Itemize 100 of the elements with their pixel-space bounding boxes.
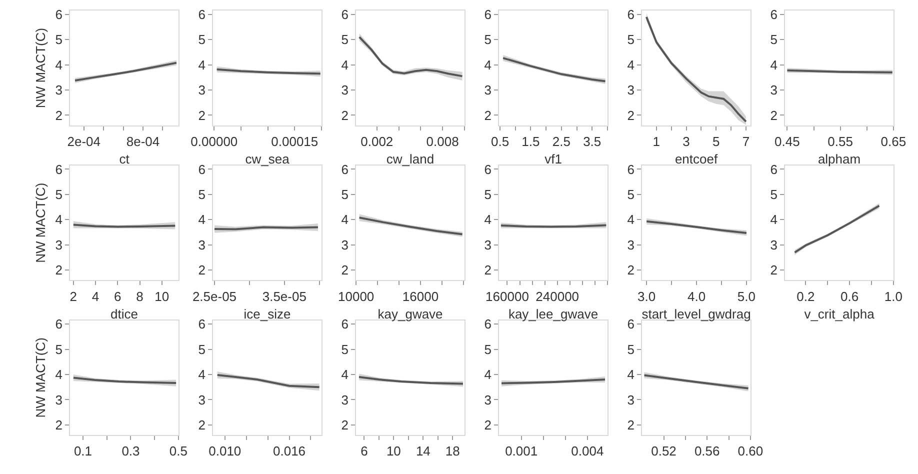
x-axis-title: cw_sea bbox=[245, 152, 290, 167]
y-tick-label: 5 bbox=[627, 187, 634, 202]
x-tick-label: 0.60 bbox=[738, 444, 764, 459]
x-tick-label: 0.016 bbox=[273, 444, 306, 459]
y-tick-label: 3 bbox=[55, 392, 62, 408]
y-tick-label: 2 bbox=[198, 417, 206, 432]
line-series bbox=[358, 376, 464, 385]
y-tick-label: 6 bbox=[484, 316, 492, 332]
y-tick-label: 5 bbox=[627, 342, 634, 357]
y-tick-label: 4 bbox=[770, 57, 778, 72]
x-tick-label: 1.5 bbox=[522, 134, 540, 149]
x-tick-label: 6 bbox=[360, 444, 368, 459]
x-tick-label: 3 bbox=[682, 134, 690, 149]
y-tick-label: 3 bbox=[627, 392, 634, 408]
y-tick-label: 6 bbox=[198, 162, 206, 177]
x-tick-label: 14 bbox=[416, 444, 430, 459]
y-tick-label: 4 bbox=[198, 57, 206, 72]
y-tick-label: 2 bbox=[55, 108, 62, 123]
y-tick-label: 6 bbox=[770, 6, 778, 22]
y-tick-label: 5 bbox=[484, 32, 492, 48]
y-tick-label: 2 bbox=[341, 262, 348, 278]
y-tick-label: 4 bbox=[55, 367, 62, 382]
y-tick-label: 6 bbox=[55, 6, 62, 22]
x-tick-label: 0.00015 bbox=[271, 134, 318, 149]
y-tick-label: 5 bbox=[55, 342, 62, 357]
x-tick-label: 3.5 bbox=[583, 134, 602, 149]
x-tick-label: 0.3 bbox=[122, 444, 140, 459]
y-tick-label: 6 bbox=[198, 6, 206, 22]
y-tick-label: 4 bbox=[341, 367, 348, 382]
y-tick-label: 4 bbox=[770, 212, 778, 228]
x-axis-title: vf1 bbox=[544, 152, 562, 167]
x-tick-label: 6 bbox=[114, 288, 122, 304]
y-tick-label: 4 bbox=[484, 212, 492, 228]
y-tick-label: 2 bbox=[627, 417, 634, 432]
y-tick-label: 5 bbox=[484, 342, 492, 357]
x-tick-label: 0.1 bbox=[74, 444, 92, 459]
y-tick-label: 2 bbox=[341, 417, 348, 432]
x-tick-label: 0.002 bbox=[360, 134, 394, 149]
x-tick-label: 4 bbox=[92, 288, 100, 304]
y-tick-label: 3 bbox=[484, 237, 492, 252]
y-tick-label: 2 bbox=[341, 108, 348, 123]
y-tick-label: 5 bbox=[484, 187, 492, 202]
y-tick-label: 6 bbox=[341, 6, 348, 22]
y-tick-label: 4 bbox=[55, 57, 62, 72]
x-tick-label: 7 bbox=[742, 134, 750, 149]
y-tick-label: 5 bbox=[55, 187, 62, 202]
y-tick-label: 2 bbox=[55, 262, 62, 278]
x-tick-label: 3.0 bbox=[638, 288, 656, 304]
x-axis-title: dtice bbox=[110, 306, 138, 322]
y-tick-label: 3 bbox=[55, 82, 62, 98]
y-axis-title: NW MACT(C) bbox=[33, 28, 48, 108]
x-tick-label: 1 bbox=[652, 134, 660, 149]
x-tick-label: 0.52 bbox=[651, 444, 676, 459]
y-tick-label: 3 bbox=[627, 237, 634, 252]
x-tick-label: 0.010 bbox=[208, 444, 242, 459]
x-tick-label: 4.0 bbox=[687, 288, 706, 304]
y-tick-label: 2 bbox=[770, 262, 778, 278]
x-axis-title: ice_size bbox=[244, 306, 291, 322]
y-tick-label: 6 bbox=[627, 6, 634, 22]
x-tick-label: 2 bbox=[70, 288, 78, 304]
x-tick-label: 0.5 bbox=[490, 134, 510, 149]
y-tick-label: 4 bbox=[627, 367, 634, 382]
x-tick-label: 16000 bbox=[402, 288, 439, 304]
y-tick-label: 2 bbox=[198, 108, 206, 123]
x-tick-label: 0.001 bbox=[505, 444, 538, 459]
y-tick-label: 3 bbox=[484, 392, 492, 408]
y-tick-label: 4 bbox=[484, 57, 492, 72]
x-tick-label: 18 bbox=[445, 444, 460, 459]
y-tick-label: 3 bbox=[627, 82, 634, 98]
x-tick-label: 5 bbox=[712, 134, 720, 149]
y-tick-label: 4 bbox=[198, 367, 206, 382]
x-tick-label: 0.55 bbox=[828, 134, 853, 149]
y-axis-title: NW MACT(C) bbox=[33, 182, 48, 263]
y-tick-label: 5 bbox=[341, 32, 348, 48]
y-tick-label: 5 bbox=[55, 32, 62, 48]
y-tick-label: 3 bbox=[198, 82, 206, 98]
y-tick-label: 3 bbox=[770, 237, 778, 252]
y-axis-title: NW MACT(C) bbox=[33, 338, 48, 418]
x-tick-label: 1.0 bbox=[884, 288, 902, 304]
y-tick-label: 3 bbox=[770, 82, 778, 98]
y-tick-label: 2 bbox=[627, 108, 634, 123]
x-tick-label: 0.2 bbox=[796, 288, 815, 304]
y-tick-label: 6 bbox=[484, 6, 492, 22]
y-tick-label: 2 bbox=[484, 262, 492, 278]
y-tick-label: 6 bbox=[770, 162, 778, 177]
x-tick-label: 2e-04 bbox=[67, 134, 101, 149]
x-tick-label: 3.5e-05 bbox=[262, 288, 306, 304]
x-tick-label: 2.5 bbox=[552, 134, 570, 149]
x-axis-title: alpham bbox=[818, 152, 861, 167]
y-tick-label: 6 bbox=[627, 316, 634, 332]
x-tick-label: 0.65 bbox=[880, 134, 906, 149]
x-tick-label: 240000 bbox=[536, 288, 580, 304]
y-tick-label: 3 bbox=[198, 237, 206, 252]
x-tick-label: 8e-04 bbox=[126, 134, 160, 149]
y-tick-label: 5 bbox=[341, 187, 348, 202]
x-tick-label: 0.6 bbox=[840, 288, 859, 304]
x-tick-label: 10000 bbox=[338, 288, 374, 304]
y-tick-label: 5 bbox=[198, 187, 206, 202]
x-axis-title: entcoef bbox=[674, 152, 718, 167]
y-tick-label: 4 bbox=[627, 57, 634, 72]
